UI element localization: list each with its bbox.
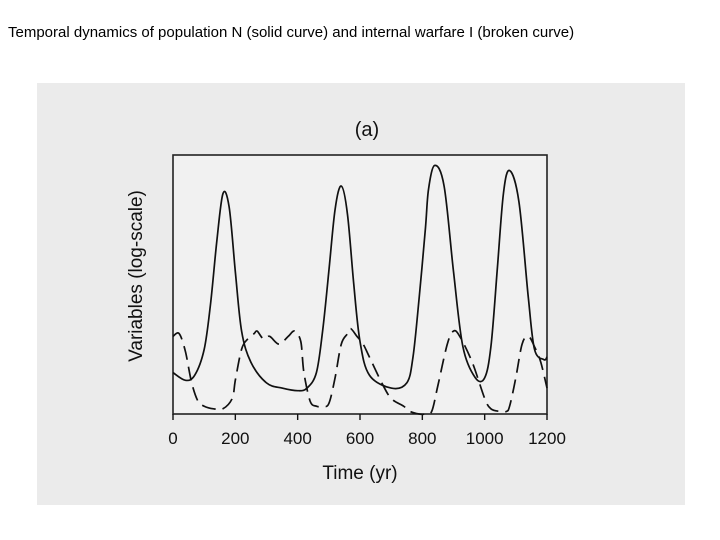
y-axis-label-text: Variables (log-scale) (126, 190, 147, 362)
x-axis-label: Time (yr) (322, 463, 398, 484)
series-line-dashed (172, 327, 548, 416)
chart-figure: 0 200 400 600 800 1000 1200 (a) Variables (log… (37, 83, 685, 505)
x-tick-label: 600 (346, 429, 374, 448)
chart-svg: 0 200 400 600 800 1000 1200 (168, 154, 566, 448)
x-tick-label: 1200 (528, 429, 566, 448)
panel-label: (a) (354, 119, 380, 141)
x-tick-label: 800 (408, 429, 436, 448)
series-line-solid (172, 164, 548, 392)
x-tick-label: 400 (283, 429, 311, 448)
slide-title: Temporal dynamics of population N (solid… (8, 24, 575, 41)
series-group (172, 164, 548, 416)
x-tick-label: 0 (168, 429, 177, 448)
plot-frame (172, 154, 548, 415)
x-tick-label: 200 (221, 429, 249, 448)
x-ticks: 0 200 400 600 800 1000 1200 (168, 414, 566, 448)
x-tick-label: 1000 (466, 429, 504, 448)
